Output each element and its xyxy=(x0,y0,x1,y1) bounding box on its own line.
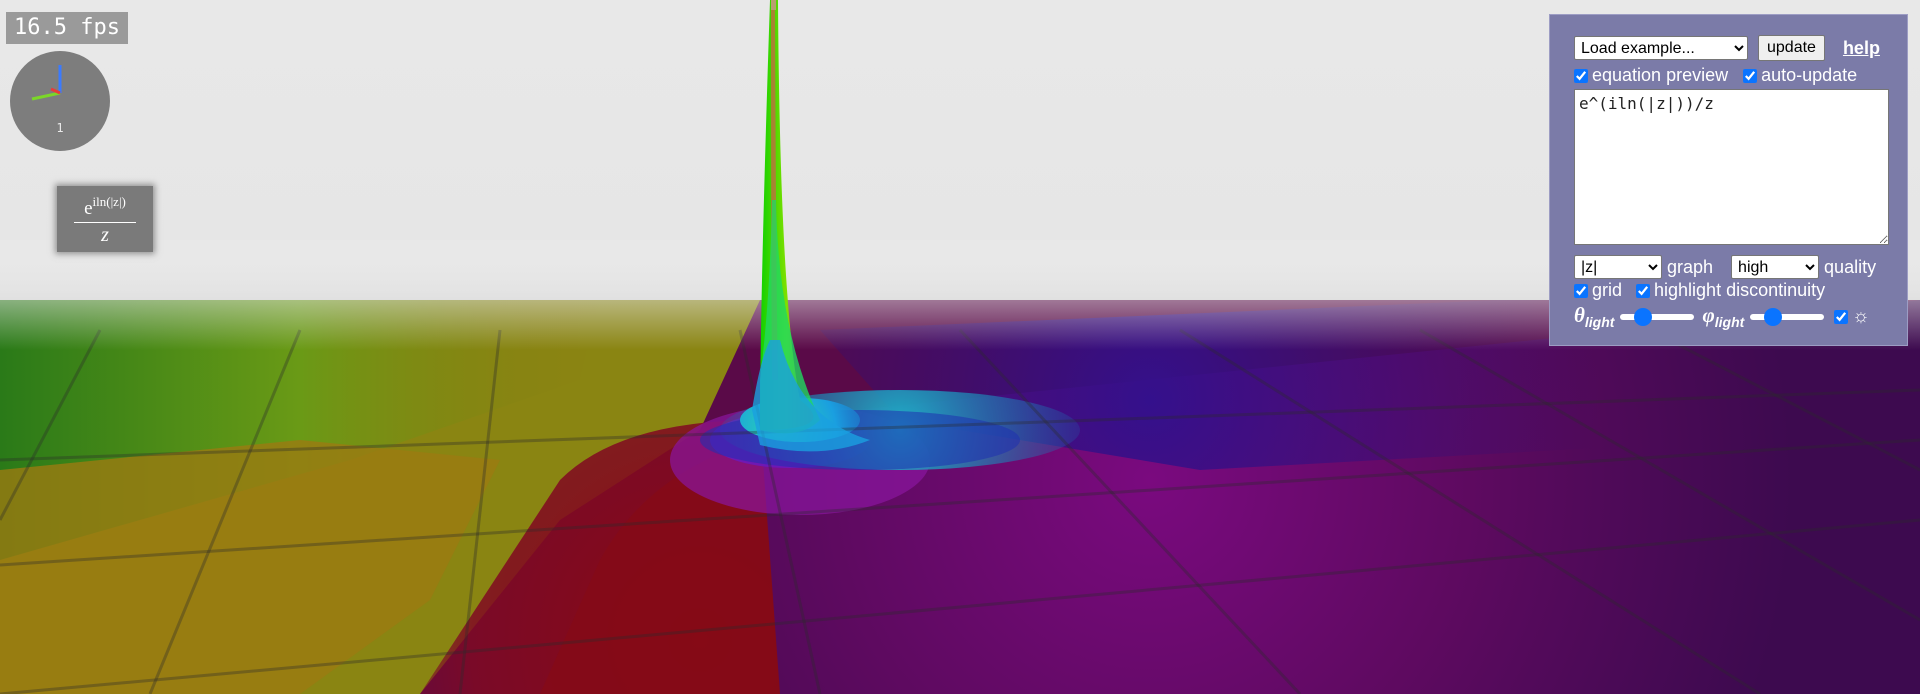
graph-mode-select[interactable]: |z| xyxy=(1574,255,1662,279)
theta-light-label: θlight xyxy=(1574,303,1615,331)
equation-preview-label: equation preview xyxy=(1592,65,1729,85)
quality-select[interactable]: high xyxy=(1731,255,1820,279)
auto-update-checkbox[interactable] xyxy=(1743,68,1758,83)
fps-counter: 16.5 fps xyxy=(6,12,128,44)
theta-light-slider[interactable] xyxy=(1620,313,1695,320)
fraction-bar xyxy=(74,222,136,223)
update-button[interactable]: update xyxy=(1758,35,1825,61)
phi-light-label: φlight xyxy=(1702,303,1745,331)
gizmo-scale-label: 1 xyxy=(56,121,64,135)
singularity-spike xyxy=(752,0,870,452)
control-panel: Load example... update help equation pre… xyxy=(1549,14,1908,346)
equation-preview-checkbox[interactable] xyxy=(1574,68,1588,83)
quality-label: quality xyxy=(1824,256,1877,277)
grid-label: grid xyxy=(1592,280,1623,300)
load-example-select[interactable]: Load example... xyxy=(1574,36,1748,60)
auto-update-label: auto-update xyxy=(1761,65,1858,85)
highlight-discontinuity-label: highlight discontinuity xyxy=(1654,280,1826,300)
help-link[interactable]: help xyxy=(1842,37,1880,58)
equation-input[interactable] xyxy=(1574,89,1889,245)
graph-label: graph xyxy=(1667,256,1714,277)
equation-preview: eiln(|z|) z xyxy=(57,186,153,252)
highlight-discontinuity-checkbox[interactable] xyxy=(1636,283,1651,298)
phi-light-slider[interactable] xyxy=(1750,313,1825,320)
equation-denominator: z xyxy=(101,224,109,246)
light-toggle-checkbox[interactable] xyxy=(1834,309,1849,324)
axes-icon xyxy=(31,65,62,101)
sun-icon: ☼ xyxy=(1852,305,1870,327)
axis-gizmo[interactable]: 1 xyxy=(10,51,110,151)
grid-checkbox[interactable] xyxy=(1574,283,1588,298)
equation-numerator: eiln(|z|) xyxy=(84,194,126,219)
surface-plot xyxy=(0,300,1920,694)
